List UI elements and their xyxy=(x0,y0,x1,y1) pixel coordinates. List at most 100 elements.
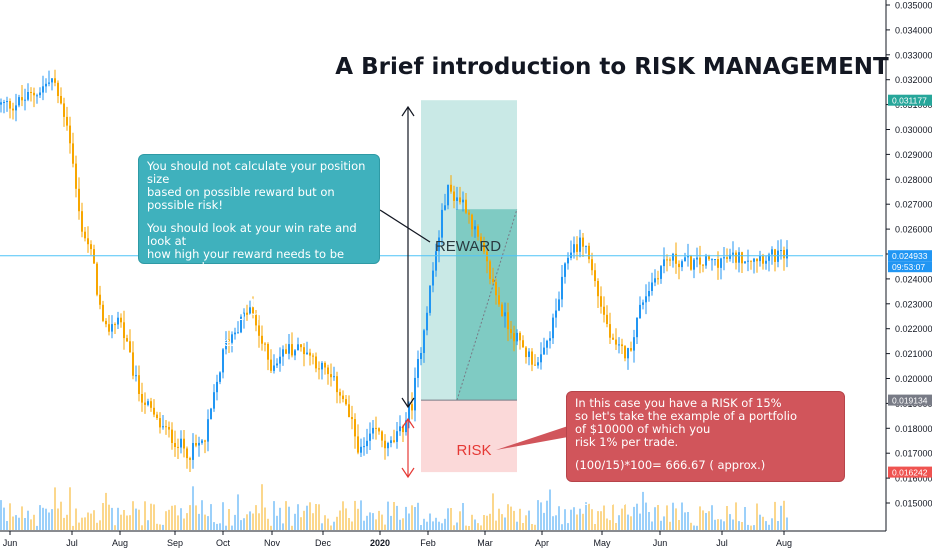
volume-bar xyxy=(525,515,527,530)
volume-bar xyxy=(228,509,230,530)
candle-body xyxy=(294,350,296,356)
candle-body xyxy=(417,359,419,378)
candle-body xyxy=(396,431,398,442)
volume-bar xyxy=(141,525,143,530)
candle-body xyxy=(339,392,341,396)
candle-body xyxy=(555,310,557,318)
candle-body xyxy=(372,427,374,434)
candle-body xyxy=(675,253,677,264)
candle-body xyxy=(708,256,710,260)
candle-body xyxy=(639,304,641,318)
candle-body xyxy=(612,337,614,340)
candle-body xyxy=(723,257,725,259)
candle-body xyxy=(69,125,71,144)
candle-body xyxy=(615,339,617,345)
candle-body xyxy=(303,347,305,355)
candle-body xyxy=(426,312,428,331)
candle-body xyxy=(285,349,287,354)
candle-body xyxy=(57,82,59,96)
volume-bar xyxy=(168,509,170,530)
volume-bar xyxy=(507,504,509,530)
volume-bar xyxy=(543,512,545,530)
candle-body xyxy=(525,347,527,358)
candle-body xyxy=(249,307,251,315)
volume-bar xyxy=(777,521,779,530)
candle-body xyxy=(183,438,185,449)
volume-bar xyxy=(774,501,776,530)
volume-bar xyxy=(366,515,368,530)
candle-body xyxy=(108,324,110,332)
volume-bar xyxy=(477,523,479,530)
volume-bar xyxy=(726,506,728,530)
candle-body xyxy=(663,259,665,267)
candle-body xyxy=(6,101,8,102)
volume-bar xyxy=(417,502,419,530)
volume-bar xyxy=(255,505,257,530)
candle-body xyxy=(273,365,275,371)
volume-bar xyxy=(606,518,608,530)
candle-body xyxy=(156,414,158,418)
volume-bar xyxy=(246,514,248,530)
price-badge-label: 0.024933 xyxy=(892,251,928,261)
candle-body xyxy=(138,375,140,394)
volume-bar xyxy=(273,501,275,530)
candle-body xyxy=(534,364,536,366)
volume-bar xyxy=(603,505,605,530)
volume-bar xyxy=(681,502,683,530)
candle-body xyxy=(507,312,509,330)
price-badge-label: 0.019134 xyxy=(892,396,928,406)
volume-bar xyxy=(435,517,437,530)
volume-bar xyxy=(243,518,245,530)
volume-bar xyxy=(708,511,710,530)
candle-body xyxy=(141,394,143,403)
volume-bar xyxy=(33,514,35,530)
volume-bar xyxy=(189,505,191,530)
volume-bar xyxy=(573,507,575,530)
candle-body xyxy=(342,395,344,400)
volume-bar xyxy=(192,486,194,530)
candle-body xyxy=(582,237,584,247)
candle-body xyxy=(732,252,734,255)
time-tick-label: 2020 xyxy=(370,538,390,548)
candle-body xyxy=(348,404,350,418)
candle-body xyxy=(726,257,728,259)
volume-bar xyxy=(339,510,341,530)
candle-body xyxy=(444,205,446,210)
time-tick-label: Oct xyxy=(216,538,231,548)
candle-body xyxy=(117,317,119,325)
price-tick-label: 0.022000 xyxy=(895,324,932,334)
volume-bar xyxy=(258,513,260,530)
volume-bar xyxy=(99,520,101,530)
candle-body xyxy=(762,256,764,264)
time-tick-label: Aug xyxy=(776,538,792,548)
candle-body xyxy=(561,276,563,300)
price-tick-label: 0.023000 xyxy=(895,299,932,309)
candle-body xyxy=(777,250,779,262)
candle-body xyxy=(306,352,308,354)
volume-bar xyxy=(675,508,677,530)
risk-note[interactable]: In this case you have a RISK of 15% so l… xyxy=(566,391,845,508)
risk-note-line: So your position size for this trade wou… xyxy=(575,481,829,508)
price-tick-label: 0.034000 xyxy=(895,25,932,35)
volume-bar xyxy=(372,513,374,530)
volume-bar xyxy=(336,516,338,530)
volume-bar xyxy=(300,517,302,530)
volume-bars xyxy=(0,484,788,530)
candle-body xyxy=(630,348,632,351)
candle-body xyxy=(228,339,230,343)
price-tick-label: 0.026000 xyxy=(895,225,932,235)
candle-body xyxy=(207,419,209,442)
volume-bar xyxy=(231,525,233,530)
candle-body xyxy=(111,324,113,332)
volume-bar xyxy=(48,512,50,530)
volume-bar xyxy=(138,509,140,530)
candle-body xyxy=(531,351,533,365)
reward-label: REWARD xyxy=(435,238,501,255)
reward-note[interactable]: You should not calculate your position s… xyxy=(138,154,380,349)
volume-bar xyxy=(381,514,383,530)
candle-body xyxy=(684,257,686,262)
volume-bar xyxy=(627,514,629,530)
